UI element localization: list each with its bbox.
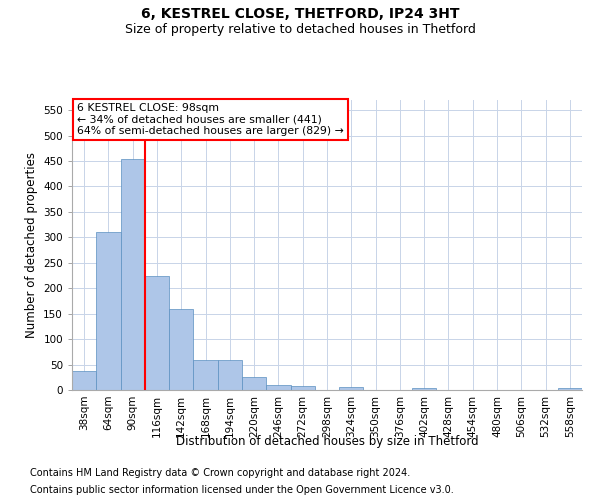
Bar xyxy=(96,232,121,390)
Text: Contains public sector information licensed under the Open Government Licence v3: Contains public sector information licen… xyxy=(30,485,454,495)
Bar xyxy=(193,360,218,390)
Bar xyxy=(121,158,145,390)
Bar xyxy=(218,360,242,390)
Bar xyxy=(290,386,315,390)
Text: 6 KESTREL CLOSE: 98sqm
← 34% of detached houses are smaller (441)
64% of semi-de: 6 KESTREL CLOSE: 98sqm ← 34% of detached… xyxy=(77,103,344,136)
Bar xyxy=(266,385,290,390)
Text: Size of property relative to detached houses in Thetford: Size of property relative to detached ho… xyxy=(125,22,475,36)
Bar xyxy=(339,388,364,390)
Y-axis label: Number of detached properties: Number of detached properties xyxy=(25,152,38,338)
Text: Contains HM Land Registry data © Crown copyright and database right 2024.: Contains HM Land Registry data © Crown c… xyxy=(30,468,410,477)
Bar xyxy=(72,370,96,390)
Bar xyxy=(169,308,193,390)
Bar xyxy=(412,388,436,390)
Text: Distribution of detached houses by size in Thetford: Distribution of detached houses by size … xyxy=(176,435,478,448)
Bar xyxy=(145,276,169,390)
Bar xyxy=(242,378,266,390)
Bar xyxy=(558,388,582,390)
Text: 6, KESTREL CLOSE, THETFORD, IP24 3HT: 6, KESTREL CLOSE, THETFORD, IP24 3HT xyxy=(141,8,459,22)
